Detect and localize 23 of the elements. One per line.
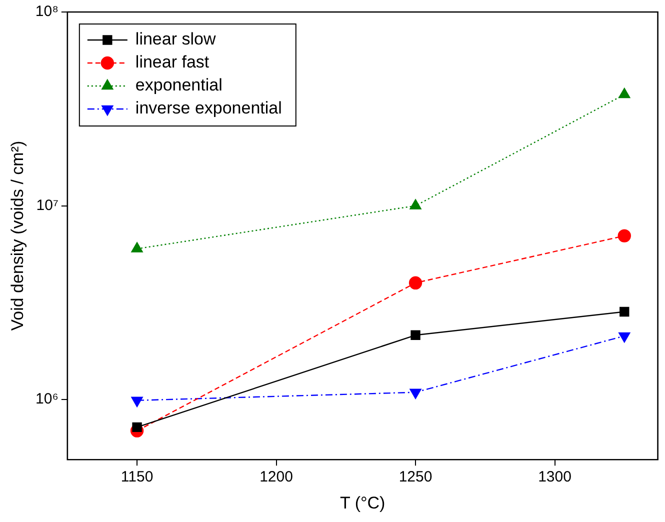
legend-label: exponential [135, 76, 222, 95]
point [618, 229, 631, 242]
point [410, 388, 422, 399]
x-tick-label: 1250 [398, 468, 432, 486]
point [618, 332, 630, 343]
y-tick-label: 10⁶ [36, 390, 58, 408]
point [410, 199, 422, 210]
x-tick-label: 1150 [120, 468, 154, 486]
y-tick-label: 10⁸ [35, 3, 58, 20]
y-axis-title: Void density (voids / cm²) [8, 140, 27, 331]
legend-label: linear slow [135, 30, 216, 49]
point [131, 396, 143, 408]
legend-label: inverse exponential [135, 98, 282, 118]
point [620, 306, 630, 317]
legend-label: linear fast [135, 52, 210, 72]
x-tick-label: 1300 [538, 468, 572, 486]
y-tick-label: 10⁷ [36, 196, 58, 214]
x-axis-title: T (°C) [340, 493, 386, 512]
point [408, 276, 422, 290]
point [131, 242, 143, 252]
x-tick-label: 1200 [260, 468, 293, 486]
point [410, 330, 420, 340]
point [618, 88, 630, 98]
